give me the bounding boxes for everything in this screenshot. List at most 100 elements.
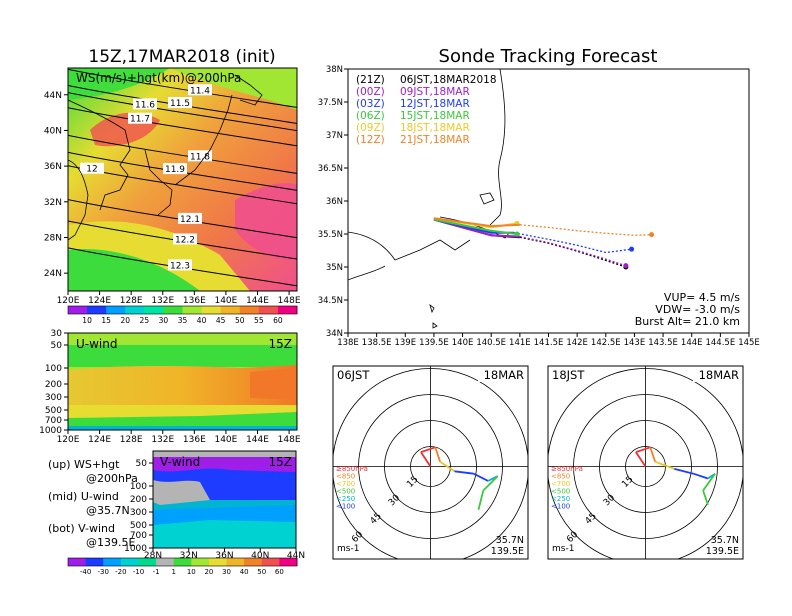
- track-lon-tick-label: 141E: [509, 338, 531, 348]
- v-colorbar-swatch: [279, 558, 298, 566]
- height-contour-line: [68, 92, 297, 132]
- v-colorbar-swatch: [226, 558, 245, 566]
- sonde-landing-point: [629, 246, 635, 252]
- u-panel-label: U-wind: [76, 337, 117, 351]
- v-pressure-tick-label: 300: [130, 508, 147, 518]
- hodograph-trace-segment: [674, 468, 694, 475]
- u-pressure-tick-label: 30: [51, 329, 63, 339]
- sonde-tracks: [433, 217, 655, 270]
- v-colorbar-tick-label: 30: [222, 568, 231, 576]
- u-panel-frame: [67, 332, 298, 431]
- height-contour-label: 11.9: [165, 165, 185, 175]
- track-lon-tick-label: 143E: [624, 338, 646, 348]
- height-contour-label: 12: [86, 165, 97, 175]
- hodograph-trace-segment: [477, 490, 485, 510]
- contour-label-bg: [173, 233, 197, 245]
- track-lat-tick-label: 34N: [326, 329, 343, 339]
- height-contour-label: 12.1: [180, 215, 200, 225]
- note-up-line1: (up) WS+hgt: [48, 458, 120, 471]
- height-contour-label: 11.6: [135, 100, 155, 110]
- hodograph-level-label: <700: [336, 480, 355, 488]
- v-pressure-tick-label: 700: [130, 531, 147, 541]
- hodograph-level-label: <500: [551, 488, 570, 496]
- ws-jet-core-east: [235, 183, 297, 261]
- contour-label-bg: [188, 150, 212, 162]
- hodograph-date-bg: [693, 367, 742, 382]
- ws-colorbar-tick-label: 30: [159, 316, 169, 325]
- hodograph-lat: 35.7N: [496, 535, 524, 546]
- ws-panel-frame: [67, 67, 298, 292]
- balloon-parameters: VUP= 4.5 m/s VDW= -3.0 m/s Burst Alt= 21…: [635, 291, 741, 328]
- ws-panel-label: WS(m/s)+hgt(km)@200hPa: [76, 71, 241, 85]
- ws-colorbar-tick-label: 25: [140, 316, 150, 325]
- u-pressure-tick-label: 100: [45, 364, 62, 374]
- sonde-landing-point: [623, 263, 629, 269]
- hodograph-level-label: <250: [336, 495, 355, 503]
- ws-colorbar-frame: [67, 305, 298, 315]
- u-pressure-tick-label: 200: [45, 380, 62, 390]
- track-legend-code: (00Z): [356, 86, 385, 98]
- v-colorbar-swatch: [68, 558, 87, 566]
- height-contour-label: 11.8: [190, 152, 210, 162]
- u-panel-time: 15Z: [269, 337, 293, 351]
- v-lat-tick-label: 28N: [144, 551, 162, 561]
- v-colorbar-swatch: [85, 558, 104, 566]
- u-lon-tick-label: 124E: [88, 435, 111, 445]
- u-lon-tick-labels: 120E 124E 128E 132E 136E 140E 144E 148E: [57, 430, 301, 445]
- track-lon-tick-label: 144E: [681, 338, 703, 348]
- sonde-track-descent: [519, 236, 627, 268]
- ws-yellow-north: [170, 68, 297, 110]
- height-contour-line: [68, 220, 297, 260]
- ws-colorbar-tick-label: 10: [82, 316, 92, 325]
- track-lat-tick-label: 37.5N: [318, 98, 343, 108]
- hodograph-trace-segment: [702, 490, 709, 506]
- ws-colorbar-tick-label: 50: [235, 316, 245, 325]
- hodograph-trace-segment: [482, 475, 499, 492]
- init-time-title: 15Z,17MAR2018 (init): [88, 47, 275, 67]
- height-contour-label: 12.3: [170, 261, 190, 271]
- ws-colorbar-swatch: [201, 306, 222, 314]
- contour-label-bg: [133, 98, 157, 110]
- contour-label-bg: [178, 212, 202, 224]
- u-lon-tick-label: 148E: [278, 435, 301, 445]
- hodograph-lon: 139.5E: [491, 546, 524, 557]
- hodograph-trace-segment: [635, 451, 647, 467]
- panel-notes: (up) WS+hgt @200hPa (mid) U-wind @35.7N …: [48, 458, 138, 549]
- u-lon-tick-label: 132E: [151, 435, 174, 445]
- v-pressure-tick-label: 100: [130, 482, 147, 492]
- track-lon-tick-label: 142.5E: [591, 338, 621, 348]
- hodograph-trace-segment: [702, 473, 716, 492]
- ws-lat-tick-labels: 44N 40N 36N 32N 28N 24N: [44, 91, 68, 279]
- track-legend-code: (03Z): [356, 98, 385, 110]
- track-map-panel: (21Z) 06JST,18MAR2018 (00Z) 09JST,18MAR (03Z…: [318, 65, 760, 348]
- height-contour-label: 11.4: [190, 86, 210, 96]
- ws-colorbar-tick-label: 40: [197, 316, 207, 325]
- sonde-landing-point: [514, 231, 520, 237]
- ws-colorbar-swatch: [182, 306, 203, 314]
- v-colorbar-tick-label: -40: [80, 568, 91, 576]
- contour-label-bg: [163, 163, 187, 175]
- height-contour-line: [68, 68, 297, 108]
- track-lon-tick-labels: 138E 138.5E 139E 139.5E 140E 140.5E 141E 141.5E…: [337, 333, 760, 348]
- note-mid-line1: (mid) U-wind: [48, 490, 119, 503]
- v-pressure-tick-label: 1000: [124, 544, 147, 554]
- ws-colorbar-tick-label: 15: [101, 316, 111, 325]
- track-lon-tick-label: 142E: [566, 338, 588, 348]
- track-map-coastline: [348, 69, 511, 329]
- ws-colorbar-tick-label: 20: [120, 316, 130, 325]
- hodograph-level-label: <100: [551, 503, 570, 511]
- v-colorbar-tick-label: -1: [153, 568, 160, 576]
- hodograph-level-label: ≥850hPa: [551, 465, 583, 473]
- u-jet-core: [68, 365, 297, 409]
- ws-lon-tick-label: 148E: [278, 296, 301, 306]
- contour-label-bg: [80, 162, 104, 174]
- ws-lat-tick-label: 28N: [44, 233, 62, 243]
- track-lon-tick-label: 140E: [452, 338, 474, 348]
- height-contour-label: 12.2: [175, 235, 195, 245]
- v-colorbar-swatch: [261, 558, 280, 566]
- v-panel-label: V-wind: [160, 455, 200, 469]
- contour-label-bg: [168, 259, 192, 271]
- hodograph-trace-segment: [420, 446, 436, 453]
- v-colorbar-frame: [67, 557, 298, 567]
- v-colorbar-tick-label: 1: [171, 568, 175, 576]
